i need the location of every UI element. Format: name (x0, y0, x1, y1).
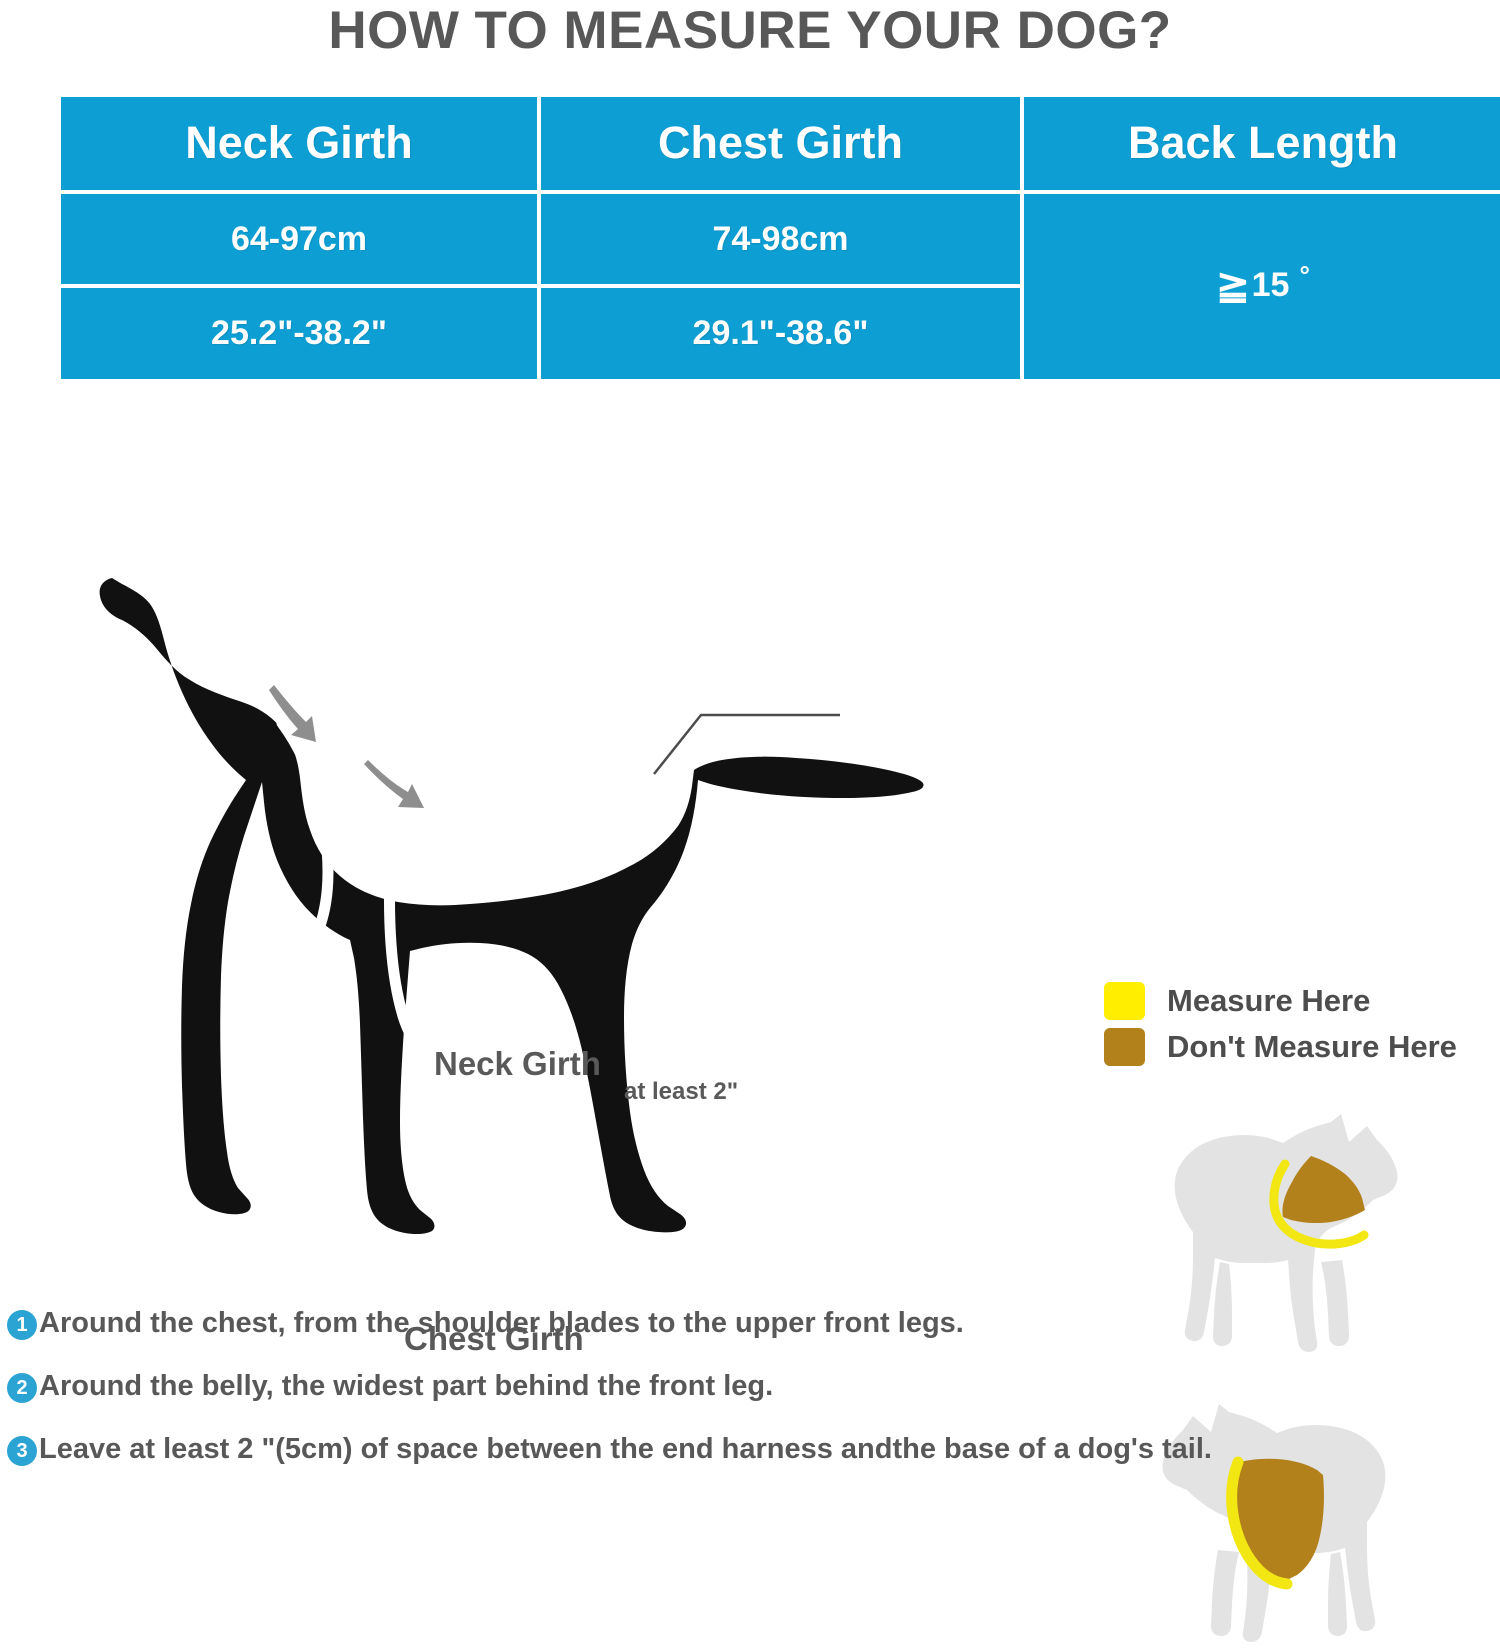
cell-chest-inch: 29.1"-38.6" (541, 288, 1020, 379)
list-item: 1 Around the chest, from the shoulder bl… (0, 1306, 1500, 1369)
instruction-text-1: Around the chest, from the shoulder blad… (39, 1307, 964, 1339)
table-header-row: Neck Girth Chest Girth Back Length (61, 97, 1500, 190)
chest-girth-label: Chest Girth (404, 1320, 584, 1357)
header-chest-girth: Chest Girth (541, 97, 1020, 190)
instructions-list: 1 Around the chest, from the shoulder bl… (0, 1306, 1500, 1495)
legend-label-dont-measure-here: Don't Measure Here (1167, 1029, 1457, 1064)
cell-neck-inch: 25.2"-38.2" (61, 288, 537, 379)
list-item: 3 Leave at least 2 "(5cm) of space betwe… (0, 1432, 1500, 1495)
cell-back-length: ≧ 15 ° (1024, 193, 1500, 379)
legend: Measure Here Don't Measure Here (1104, 978, 1457, 1070)
back-length-number: 15 (1251, 266, 1290, 305)
bullet-number-3: 3 (7, 1436, 37, 1466)
instruction-text-2: Around the belly, the widest part behind… (39, 1370, 774, 1402)
cell-chest-cm: 74-98cm (541, 193, 1020, 285)
header-back-length: Back Length (1024, 97, 1500, 190)
legend-item-dont-measure-here: Don't Measure Here (1104, 1024, 1457, 1070)
measurement-table: Neck Girth Chest Girth Back Length 64-97… (57, 93, 1500, 383)
dog-neck-measure-illustration (1174, 1114, 1398, 1352)
chest-arrow-icon (364, 760, 424, 808)
neck-girth-strap (236, 717, 334, 991)
neck-band-brown (1282, 1156, 1365, 1224)
chest-girth-strap (384, 750, 429, 1057)
neck-girth-label: Neck Girth (434, 1045, 601, 1082)
cell-neck-cm: 64-97cm (61, 193, 537, 285)
bullet-number-1: 1 (7, 1310, 37, 1340)
page-title: HOW TO MEASURE YOUR DOG? (328, 1, 1172, 60)
back-length-value-group: ≧ 15 ° (1216, 260, 1310, 309)
at-least-leader-line (653, 713, 840, 775)
dog-body-shape (99, 578, 924, 1235)
size-chart-table: Neck Girth Chest Girth Back Length 64-97… (57, 93, 1500, 383)
table-row: 25.2"-38.2" 29.1"-38.6" (61, 288, 1500, 379)
yellow-swatch-icon (1104, 982, 1145, 1020)
greater-equal-icon: ≧ (1216, 264, 1250, 309)
neck-band-yellow-edge (1269, 1159, 1369, 1249)
measurement-diagram: Neck Girth Chest Girth at least 2" Measu… (0, 400, 1500, 1642)
dog-side-view-silhouette (99, 578, 924, 1235)
bullet-number-2: 2 (7, 1373, 37, 1403)
at-least-2in-label: at least 2" (624, 1078, 739, 1105)
instruction-text-3: Leave at least 2 "(5cm) of space between… (39, 1433, 1212, 1465)
degree-icon: ° (1299, 260, 1310, 291)
neck-arrow-icon (269, 685, 316, 742)
legend-label-measure-here: Measure Here (1167, 983, 1371, 1018)
brown-swatch-icon (1104, 1028, 1145, 1066)
header-neck-girth: Neck Girth (61, 97, 537, 190)
table-row: 64-97cm 74-98cm ≧ 15 ° (61, 193, 1500, 379)
list-item: 2 Around the belly, the widest part behi… (0, 1369, 1500, 1432)
legend-item-measure-here: Measure Here (1104, 978, 1457, 1024)
